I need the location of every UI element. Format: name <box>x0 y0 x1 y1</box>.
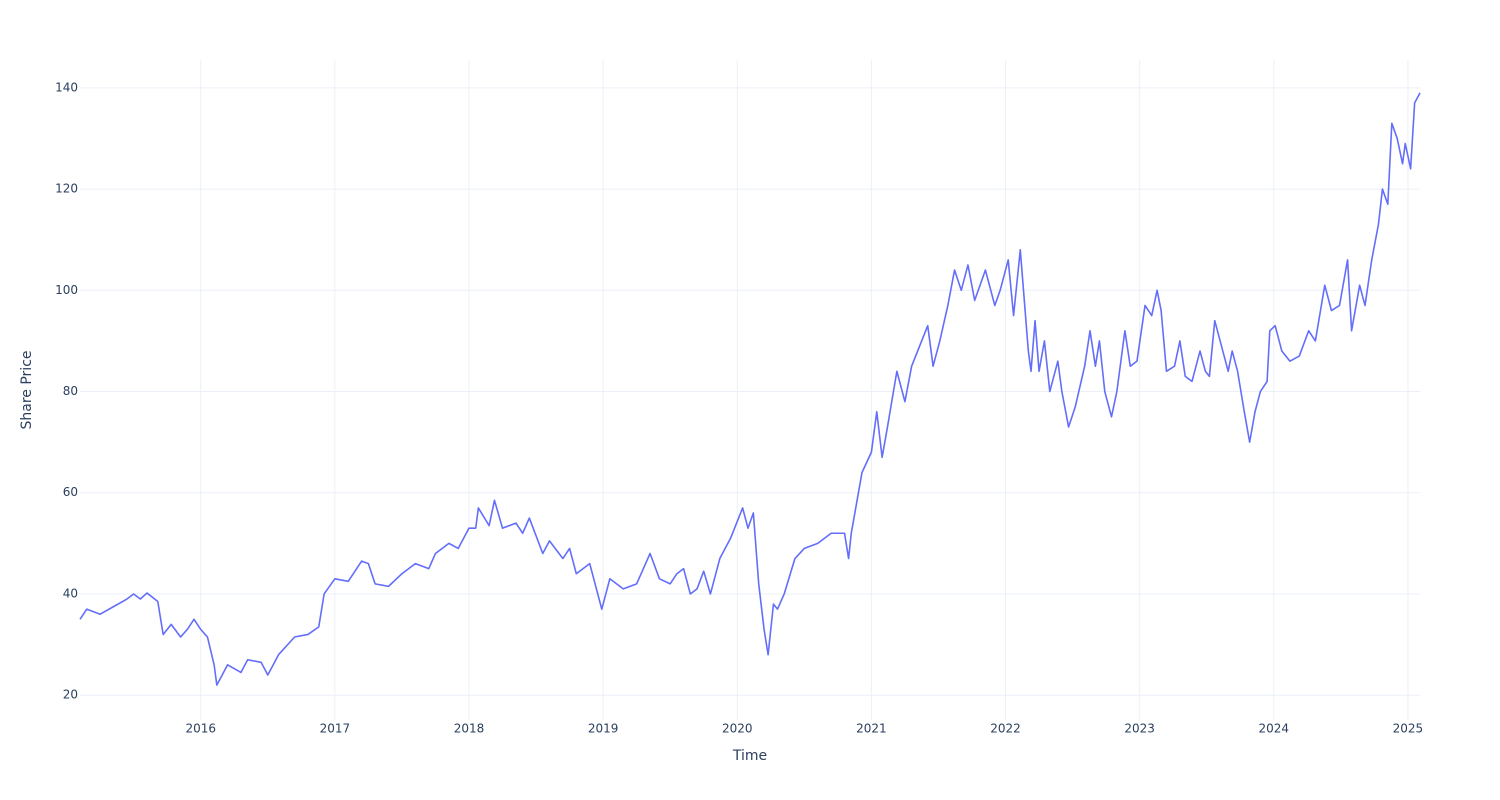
x-tick-label: 2019 <box>588 722 619 736</box>
x-tick-label: 2020 <box>722 722 753 736</box>
y-tick-label: 140 <box>55 80 78 94</box>
grid <box>80 60 1420 720</box>
y-tick-label: 60 <box>63 485 78 499</box>
x-tick-label: 2024 <box>1259 722 1290 736</box>
y-tick-label: 40 <box>63 586 78 600</box>
x-tick-label: 2023 <box>1124 722 1155 736</box>
x-axis-title: Time <box>732 748 767 764</box>
x-tick-label: 2016 <box>185 722 216 736</box>
y-tick-label: 20 <box>63 688 78 702</box>
plot-area <box>79 92 1421 686</box>
x-tick-label: 2017 <box>320 722 351 736</box>
x-tick-label: 2021 <box>856 722 887 736</box>
y-axis-title: Share Price <box>19 350 35 429</box>
y-tick-label: 120 <box>55 182 78 196</box>
x-tick-label: 2018 <box>454 722 485 736</box>
x-tick-label: 2022 <box>990 722 1021 736</box>
y-tick-label: 80 <box>63 384 78 398</box>
y-tick-label: 100 <box>55 283 78 297</box>
x-tick-label: 2025 <box>1393 722 1424 736</box>
price-line <box>79 92 1421 686</box>
